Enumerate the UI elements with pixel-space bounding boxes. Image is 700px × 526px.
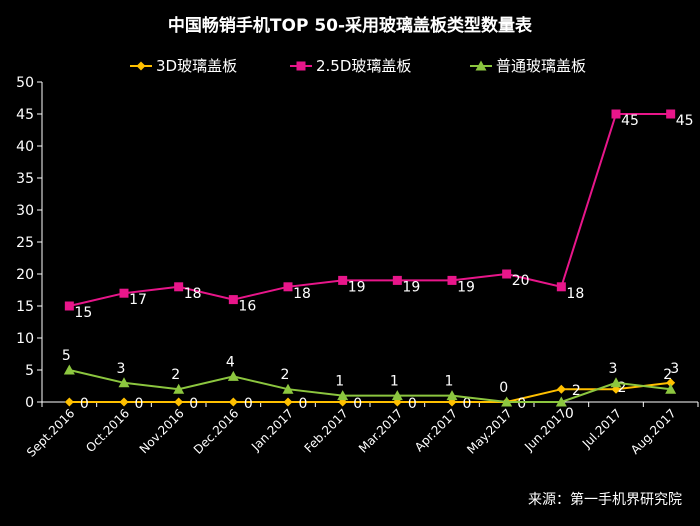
y-tick-label: 20 — [16, 267, 34, 283]
data-label: 17 — [129, 292, 147, 308]
legend-label: 2.5D玻璃盖板 — [316, 57, 411, 75]
data-point — [338, 275, 348, 285]
data-label: 0 — [463, 396, 472, 412]
data-label: 0 — [299, 396, 308, 412]
data-point — [283, 282, 293, 292]
y-tick-label: 15 — [16, 299, 34, 315]
data-point — [447, 275, 457, 285]
y-tick-label: 0 — [25, 395, 34, 411]
data-label: 19 — [348, 279, 366, 295]
series-square: 15 17 18 16 18 19 19 19 20 18 45 45 — [64, 109, 694, 321]
legend-marker — [136, 61, 146, 71]
y-tick-label: 25 — [16, 235, 34, 251]
data-label: 3 — [117, 361, 126, 377]
data-label: 18 — [566, 286, 584, 302]
data-label: 0 — [565, 406, 574, 422]
data-point — [666, 109, 676, 119]
data-label: 0 — [499, 380, 508, 396]
y-tick-label: 5 — [25, 363, 34, 379]
data-label: 0 — [408, 396, 417, 412]
legend-label: 普通玻璃盖板 — [496, 57, 586, 75]
data-point — [446, 390, 458, 401]
data-label: 19 — [402, 279, 420, 295]
y-tick-label: 45 — [16, 107, 34, 123]
data-point — [64, 301, 74, 311]
data-point — [556, 384, 566, 394]
data-label: 3 — [609, 361, 618, 377]
data-point — [555, 396, 567, 407]
data-point — [392, 275, 402, 285]
data-label: 2 — [663, 367, 672, 383]
data-point — [228, 295, 238, 305]
data-point — [501, 396, 513, 407]
y-tick-label: 50 — [16, 75, 34, 91]
data-label: 0 — [80, 396, 89, 412]
data-point — [227, 370, 239, 381]
legend-marker — [475, 60, 487, 71]
y-tick-label: 10 — [16, 331, 34, 347]
data-point — [173, 383, 185, 394]
data-point — [611, 109, 621, 119]
data-label: 19 — [457, 279, 475, 295]
data-label: 20 — [512, 273, 530, 289]
data-point — [64, 397, 74, 407]
data-point — [174, 282, 184, 292]
series-line — [69, 381, 671, 403]
data-label: 45 — [621, 113, 639, 129]
data-label: 3 — [670, 361, 679, 377]
data-label: 15 — [74, 305, 92, 321]
y-tick-label: 35 — [16, 171, 34, 187]
y-tick-label: 40 — [16, 139, 34, 155]
data-label: 1 — [335, 374, 344, 390]
legend-item: 3D玻璃盖板 — [130, 57, 237, 75]
data-point — [556, 282, 566, 292]
data-label: 2 — [281, 367, 290, 383]
data-point — [391, 390, 403, 401]
data-point — [282, 383, 294, 394]
data-point — [119, 288, 129, 298]
data-label: 2 — [171, 367, 180, 383]
data-point — [665, 383, 677, 394]
legend-marker — [296, 61, 306, 71]
data-label: 0 — [353, 396, 362, 412]
data-label: 1 — [445, 374, 454, 390]
y-ticks: 0 5 10 15 20 25 30 35 40 45 50 — [16, 75, 42, 411]
data-label: 1 — [390, 374, 399, 390]
legend-item: 2.5D玻璃盖板 — [290, 57, 411, 75]
data-label: 0 — [517, 396, 526, 412]
data-point — [174, 397, 184, 407]
chart-title: 中国畅销手机TOP 50-采用玻璃盖板类型数量表 — [168, 15, 533, 36]
data-point — [119, 397, 129, 407]
data-label: 2 — [618, 380, 627, 396]
data-point — [610, 377, 622, 388]
data-point — [502, 269, 512, 279]
data-point — [63, 364, 75, 375]
data-label: 18 — [293, 286, 311, 302]
data-label: 5 — [62, 348, 71, 364]
data-point — [283, 397, 293, 407]
data-label: 16 — [238, 299, 256, 315]
series-line — [69, 113, 671, 307]
data-label: 4 — [226, 354, 235, 370]
legend-label: 3D玻璃盖板 — [156, 57, 237, 75]
source-note: 来源：第一手机界研究院 — [528, 491, 682, 508]
legend: 3D玻璃盖板 2.5D玻璃盖板 普通玻璃盖板 — [130, 57, 586, 75]
data-point — [666, 378, 676, 388]
data-label: 18 — [184, 286, 202, 302]
data-point — [118, 377, 130, 388]
data-label: 2 — [572, 383, 581, 399]
data-label: 0 — [135, 396, 144, 412]
data-label: 45 — [676, 113, 694, 129]
legend-item: 普通玻璃盖板 — [470, 57, 586, 75]
data-point — [228, 397, 238, 407]
series-triangle: 53 242 1 1 1 003 2 — [62, 348, 677, 422]
series-line — [69, 369, 671, 403]
data-point — [337, 390, 349, 401]
y-tick-label: 30 — [16, 203, 34, 219]
data-label: 0 — [189, 396, 198, 412]
data-label: 0 — [244, 396, 253, 412]
